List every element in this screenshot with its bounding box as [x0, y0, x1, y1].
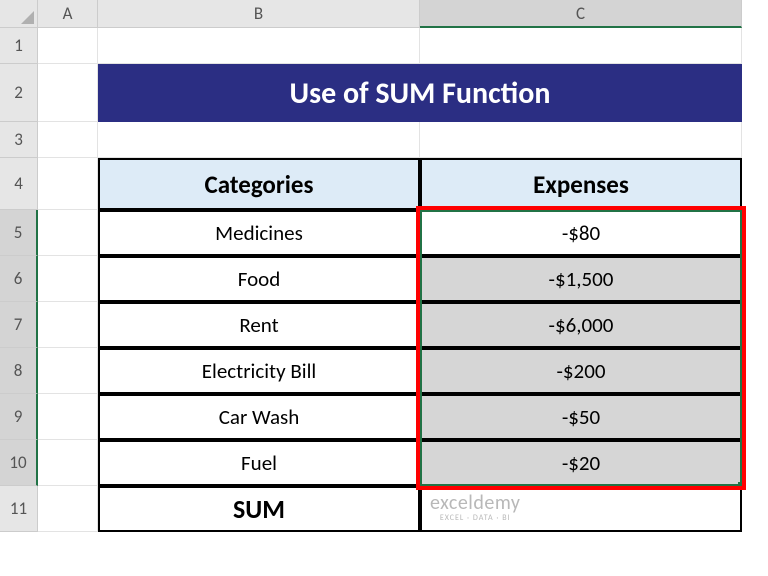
exp-cell[interactable]: -$80: [420, 210, 742, 256]
spreadsheet-viewport: A B C 1 2 3 4 5 6 7 8 9 10 11 Use of SUM…: [0, 0, 768, 576]
cat-cell[interactable]: Electricity Bill: [98, 348, 420, 394]
title-cell[interactable]: Use of SUM Function: [98, 64, 742, 122]
cell-A2[interactable]: [38, 64, 98, 122]
cell-A6[interactable]: [38, 256, 98, 302]
exp-cell[interactable]: -$1,500: [420, 256, 742, 302]
exp-cell[interactable]: -$200: [420, 348, 742, 394]
sum-value-cell[interactable]: [420, 486, 742, 532]
cell-A9[interactable]: [38, 394, 98, 440]
row-header-4[interactable]: 4: [0, 158, 38, 210]
cat-cell[interactable]: Food: [98, 256, 420, 302]
cell-B1[interactable]: [98, 28, 420, 64]
cat-cell[interactable]: Medicines: [98, 210, 420, 256]
col-header-C[interactable]: C: [420, 0, 742, 28]
cat-cell[interactable]: Car Wash: [98, 394, 420, 440]
row-headers: 1 2 3 4 5 6 7 8 9 10 11: [0, 28, 38, 532]
cell-A11[interactable]: [38, 486, 98, 532]
row-header-2[interactable]: 2: [0, 64, 38, 122]
header-expenses[interactable]: Expenses: [420, 158, 742, 210]
cell-A3[interactable]: [38, 122, 98, 158]
cell-A4[interactable]: [38, 158, 98, 210]
cat-cell[interactable]: Rent: [98, 302, 420, 348]
row-header-10[interactable]: 10: [0, 440, 38, 486]
cell-B3[interactable]: [98, 122, 420, 158]
col-header-B[interactable]: B: [98, 0, 420, 28]
row-header-9[interactable]: 9: [0, 394, 38, 440]
row-header-5[interactable]: 5: [0, 210, 38, 256]
cell-A5[interactable]: [38, 210, 98, 256]
exp-cell[interactable]: -$6,000: [420, 302, 742, 348]
cell-A1[interactable]: [38, 28, 98, 64]
cell-A8[interactable]: [38, 348, 98, 394]
cell-C1[interactable]: [420, 28, 742, 64]
row-header-8[interactable]: 8: [0, 348, 38, 394]
col-header-A[interactable]: A: [38, 0, 98, 28]
select-all-corner[interactable]: [0, 0, 38, 28]
row-header-3[interactable]: 3: [0, 122, 38, 158]
row-header-11[interactable]: 11: [0, 486, 38, 532]
row-header-7[interactable]: 7: [0, 302, 38, 348]
cell-A7[interactable]: [38, 302, 98, 348]
cell-grid: Use of SUM Function Categories Expenses …: [38, 28, 742, 532]
cell-A10[interactable]: [38, 440, 98, 486]
exp-cell[interactable]: -$20: [420, 440, 742, 486]
cell-C3[interactable]: [420, 122, 742, 158]
sum-label-cell[interactable]: SUM: [98, 486, 420, 532]
header-categories[interactable]: Categories: [98, 158, 420, 210]
column-headers: A B C: [38, 0, 742, 28]
exp-cell[interactable]: -$50: [420, 394, 742, 440]
row-header-6[interactable]: 6: [0, 256, 38, 302]
row-header-1[interactable]: 1: [0, 28, 38, 64]
cat-cell[interactable]: Fuel: [98, 440, 420, 486]
